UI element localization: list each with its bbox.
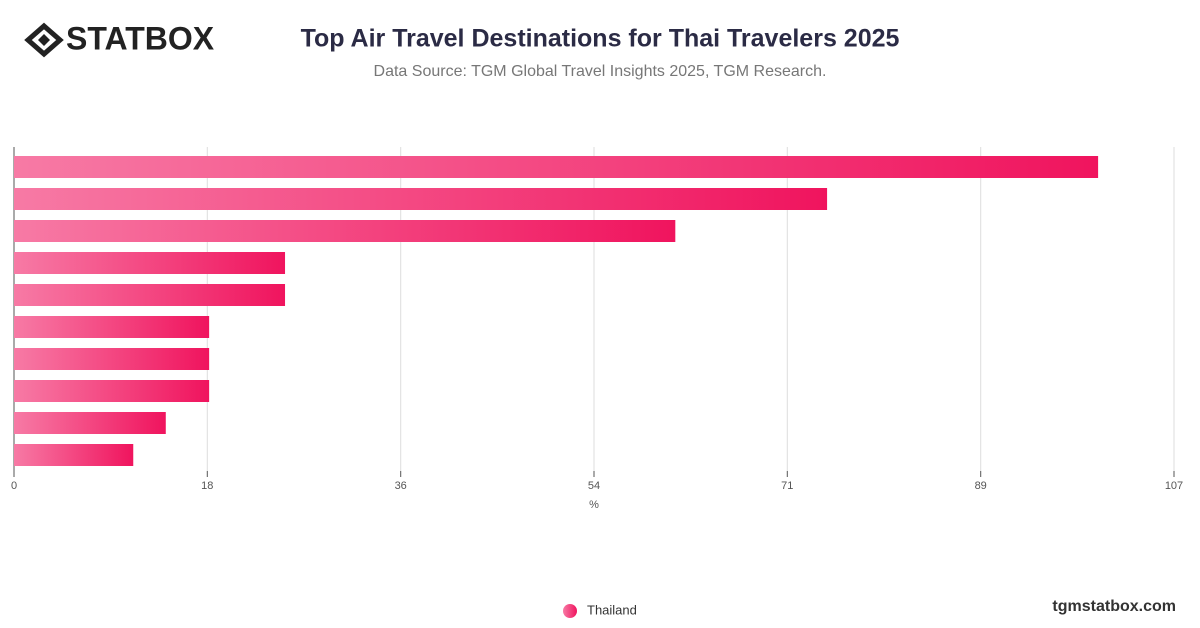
- x-tick-label: 36: [395, 480, 407, 492]
- bar: [14, 316, 210, 338]
- chart-subtitle: Data Source: TGM Global Travel Insights …: [374, 63, 827, 80]
- x-tick-label: 71: [781, 480, 793, 492]
- logo-icon: [24, 22, 64, 58]
- logo: STATBOX: [24, 20, 215, 58]
- x-tick-label: 0: [11, 480, 17, 492]
- x-tick-label: 89: [975, 480, 987, 492]
- logo-text: STATBOX: [66, 20, 215, 56]
- bar: [14, 380, 210, 402]
- bar: [14, 444, 134, 466]
- footer: tgmstatbox.com: [1052, 598, 1176, 615]
- x-axis-label: %: [589, 499, 599, 511]
- logo-icon-core: [38, 34, 50, 46]
- legend-label: Thailand: [587, 602, 637, 617]
- bar: [14, 220, 676, 242]
- bar: [14, 348, 210, 370]
- x-tick-label: 107: [1165, 480, 1183, 492]
- x-tick-label: 18: [201, 480, 213, 492]
- x-tick-label: 54: [588, 480, 600, 492]
- bar: [14, 252, 286, 274]
- chart-title: Top Air Travel Destinations for Thai Tra…: [301, 25, 900, 53]
- bar: [14, 188, 828, 210]
- bar: [14, 284, 286, 306]
- bar: [14, 412, 166, 434]
- legend-item: Thailand: [563, 602, 637, 618]
- legend-marker: [563, 604, 577, 618]
- bar: [14, 156, 1099, 178]
